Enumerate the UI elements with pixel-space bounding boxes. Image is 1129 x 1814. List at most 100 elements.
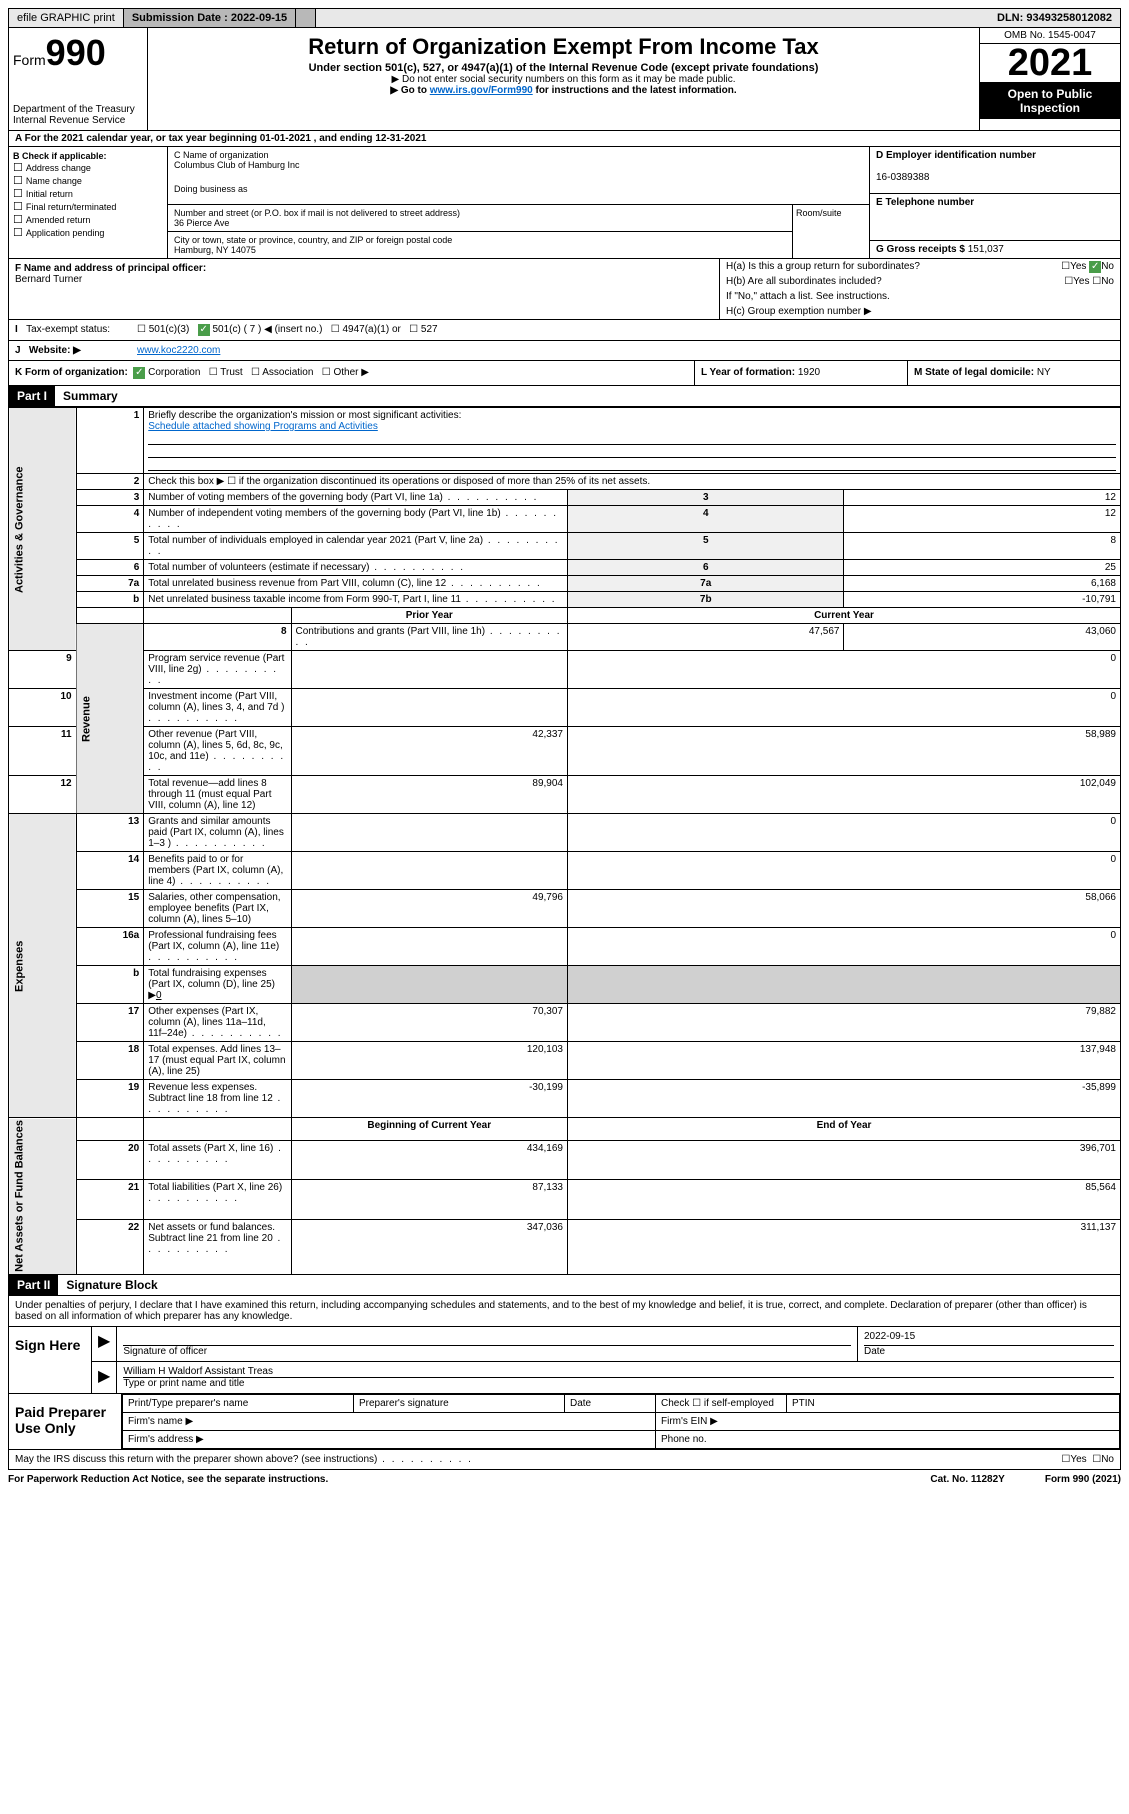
line-num: b bbox=[76, 592, 144, 608]
prior-val-shade bbox=[291, 966, 567, 1004]
section-b: B Check if applicable: ☐Address change ☐… bbox=[9, 147, 168, 258]
opt-501c3: 501(c)(3) bbox=[149, 324, 190, 335]
summary-table: Activities & Governance 1 Briefly descri… bbox=[8, 407, 1121, 1275]
preparer-row: Paid Preparer Use Only Print/Type prepar… bbox=[9, 1393, 1120, 1449]
chk-final: Final return/terminated bbox=[26, 202, 117, 212]
prior-val bbox=[291, 689, 567, 727]
header-right: OMB No. 1545-0047 2021 Open to Public In… bbox=[979, 28, 1120, 130]
checkbox-icon[interactable]: ☐ bbox=[13, 227, 23, 239]
arrow-icon: ▶ bbox=[92, 1362, 117, 1393]
sig-date-value: 2022-09-15 bbox=[864, 1331, 1114, 1346]
prep-name-label: Print/Type preparer's name bbox=[123, 1394, 354, 1412]
line-desc: Number of independent voting members of … bbox=[144, 506, 568, 533]
checkbox-icon[interactable]: ☐ bbox=[13, 175, 23, 187]
gov-row: 7a Total unrelated business revenue from… bbox=[9, 576, 1121, 592]
domicile-value: NY bbox=[1037, 367, 1051, 378]
row-a-text: A For the 2021 calendar year, or tax yea… bbox=[15, 133, 426, 144]
line-desc: Number of voting members of the governin… bbox=[144, 490, 568, 506]
q2-cell: Check this box ▶ ☐ if the organization d… bbox=[144, 474, 1121, 490]
city-value: Hamburg, NY 14075 bbox=[174, 245, 256, 255]
gross-label: G Gross receipts $ bbox=[876, 244, 965, 255]
sign-here-label: Sign Here bbox=[9, 1327, 92, 1393]
blank bbox=[76, 608, 144, 624]
irs-link[interactable]: www.irs.gov/Form990 bbox=[430, 85, 533, 96]
checkbox-icon[interactable]: ☐ bbox=[13, 162, 23, 174]
submission-date-button[interactable]: Submission Date : 2022-09-15 bbox=[124, 9, 296, 27]
line-desc: Program service revenue (Part VIII, line… bbox=[144, 651, 291, 689]
h-b: H(b) Are all subordinates included? ☐Yes… bbox=[720, 274, 1120, 289]
section-de: D Employer identification number 16-0389… bbox=[869, 147, 1120, 258]
discuss-yesno: ☐Yes ☐No bbox=[1061, 1454, 1114, 1465]
prior-val: 42,337 bbox=[291, 727, 567, 776]
line-num: 22 bbox=[76, 1219, 144, 1274]
line-val: -10,791 bbox=[844, 592, 1121, 608]
year-form-value: 1920 bbox=[798, 367, 820, 378]
chk-amended: Amended return bbox=[26, 215, 91, 225]
room-suite: Room/suite bbox=[793, 205, 869, 258]
current-val: 79,882 bbox=[567, 1004, 1120, 1042]
phone-label: E Telephone number bbox=[876, 197, 974, 208]
current-val: 102,049 bbox=[567, 776, 1120, 814]
section-g: G Gross receipts $ 151,037 bbox=[870, 241, 1120, 258]
line-desc: Total assets (Part X, line 16) bbox=[144, 1141, 291, 1180]
line-desc: Total liabilities (Part X, line 26) bbox=[144, 1180, 291, 1219]
gov-row: 4 Number of independent voting members o… bbox=[9, 506, 1121, 533]
prep-date-label: Date bbox=[565, 1394, 656, 1412]
section-f: F Name and address of principal officer:… bbox=[9, 259, 719, 319]
line-box: 5 bbox=[567, 533, 843, 560]
section-k: K Form of organization: ✓ Corporation ☐ … bbox=[9, 361, 694, 385]
line-box: 6 bbox=[567, 560, 843, 576]
checkbox-icon[interactable]: ☐ bbox=[13, 201, 23, 213]
checkbox-icon[interactable]: ☐ bbox=[13, 214, 23, 226]
line-desc: Investment income (Part VIII, column (A)… bbox=[144, 689, 291, 727]
prep-sig-label: Preparer's signature bbox=[354, 1394, 565, 1412]
blank bbox=[76, 1118, 144, 1141]
ha-yesno: ☐Yes ✓No bbox=[1061, 261, 1114, 273]
org-name-box: C Name of organization Columbus Club of … bbox=[168, 147, 869, 205]
line-desc: Total expenses. Add lines 13–17 (must eq… bbox=[144, 1042, 291, 1080]
row-j: J Website: ▶ www.koc2220.com bbox=[8, 341, 1121, 361]
checkbox-icon[interactable]: ☐ bbox=[13, 188, 23, 200]
h-a: H(a) Is this a group return for subordin… bbox=[720, 259, 1120, 274]
form-number: Form990 bbox=[13, 32, 143, 74]
section-h: H(a) Is this a group return for subordin… bbox=[719, 259, 1120, 319]
current-year-hdr: Current Year bbox=[567, 608, 1120, 624]
line-desc: Other revenue (Part VIII, column (A), li… bbox=[144, 727, 291, 776]
prior-val: 87,133 bbox=[291, 1180, 567, 1219]
chk-name: Name change bbox=[26, 176, 82, 186]
discuss-row: May the IRS discuss this return with the… bbox=[9, 1449, 1120, 1469]
line-desc: Total unrelated business revenue from Pa… bbox=[144, 576, 568, 592]
prior-year-hdr: Prior Year bbox=[291, 608, 567, 624]
line-num: 16a bbox=[76, 928, 144, 966]
current-val: -35,899 bbox=[567, 1080, 1120, 1118]
officer-label: F Name and address of principal officer: bbox=[15, 263, 206, 274]
opt-other: Other ▶ bbox=[333, 367, 368, 378]
website-link[interactable]: www.koc2220.com bbox=[137, 345, 220, 356]
q1-link[interactable]: Schedule attached showing Programs and A… bbox=[148, 421, 378, 432]
sig-date: 2022-09-15 Date bbox=[858, 1327, 1120, 1361]
row-a: A For the 2021 calendar year, or tax yea… bbox=[8, 131, 1121, 147]
line-desc: Total revenue—add lines 8 through 11 (mu… bbox=[144, 776, 291, 814]
form-header: Form990 Department of the Treasury Inter… bbox=[8, 28, 1121, 131]
line-val: 12 bbox=[844, 506, 1121, 533]
end-year-hdr: End of Year bbox=[567, 1118, 1120, 1141]
section-m: M State of legal domicile: NY bbox=[907, 361, 1120, 385]
current-val: 137,948 bbox=[567, 1042, 1120, 1080]
prior-val bbox=[291, 928, 567, 966]
officer-name-typed: William H Waldorf Assistant Treas bbox=[123, 1366, 1114, 1378]
line-desc: Grants and similar amounts paid (Part IX… bbox=[144, 814, 291, 852]
section-l: L Year of formation: 1920 bbox=[694, 361, 907, 385]
blank-button[interactable] bbox=[296, 9, 316, 27]
current-val: 85,564 bbox=[567, 1180, 1120, 1219]
prep-check: Check ☐ if self-employed bbox=[656, 1394, 787, 1412]
current-val: 0 bbox=[567, 928, 1120, 966]
line-desc: Total number of individuals employed in … bbox=[144, 533, 568, 560]
firm-name-label: Firm's name ▶ bbox=[123, 1412, 656, 1430]
officer-typed: William H Waldorf Assistant Treas Type o… bbox=[117, 1362, 1120, 1393]
line-desc: Benefits paid to or for members (Part IX… bbox=[144, 852, 291, 890]
hb-yesno: ☐Yes ☐No bbox=[1064, 276, 1114, 287]
section-b-label: B Check if applicable: bbox=[13, 151, 107, 161]
line-box: 3 bbox=[567, 490, 843, 506]
underline bbox=[148, 432, 1116, 445]
form-number-big: 990 bbox=[46, 32, 106, 73]
